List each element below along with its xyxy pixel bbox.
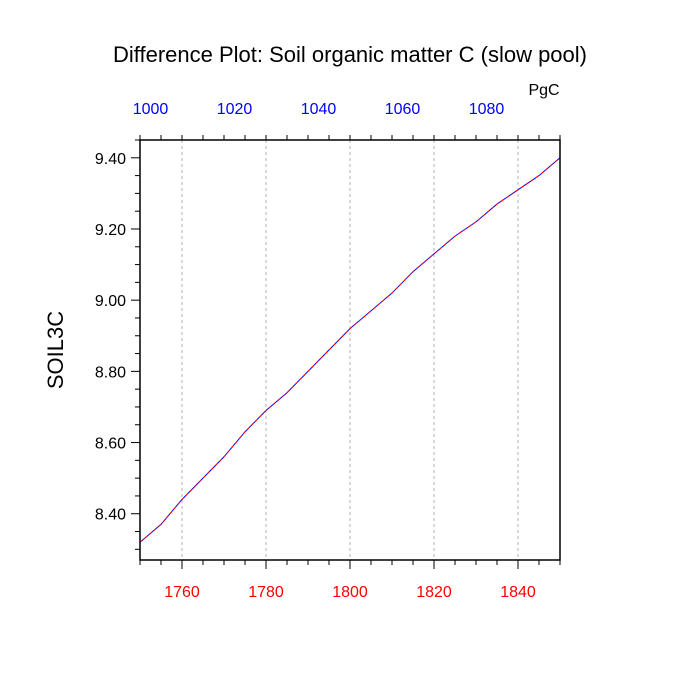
y-tick-label: 9.40 <box>95 151 126 168</box>
x-top-tick-label: 1000 <box>133 101 169 118</box>
chart-title: Difference Plot: Soil organic matter C (… <box>113 42 587 67</box>
x-bottom-tick-label: 1820 <box>416 584 452 601</box>
x-bottom-tick-label: 1760 <box>164 584 200 601</box>
x-bottom-tick-label: 1780 <box>248 584 284 601</box>
x-top-tick-label: 1080 <box>469 101 505 118</box>
y-tick-label: 9.20 <box>95 222 126 239</box>
x-bottom-tick-label: 1840 <box>500 584 536 601</box>
series-line <box>139 157 561 543</box>
y-tick-label: 8.80 <box>95 364 126 381</box>
y-axis-label: SOIL3C <box>43 311 68 389</box>
top-axis-unit-label: PgC <box>528 82 559 99</box>
x-top-tick-label: 1020 <box>217 101 253 118</box>
grid-lines <box>181 140 519 560</box>
x-top-tick-label: 1040 <box>301 101 337 118</box>
y-tick-label: 8.60 <box>95 436 126 453</box>
series-group <box>139 157 561 543</box>
y-tick-label: 9.00 <box>95 293 126 310</box>
x-bottom-tick-label: 1800 <box>332 584 368 601</box>
tick-labels: 8.40 8.60 8.80 9.00 9.20 9.40 1760 1780 1800 1820… <box>95 101 536 601</box>
axis-ticks <box>131 135 561 569</box>
y-tick-label: 8.40 <box>95 507 126 524</box>
x-top-tick-label: 1060 <box>385 101 421 118</box>
